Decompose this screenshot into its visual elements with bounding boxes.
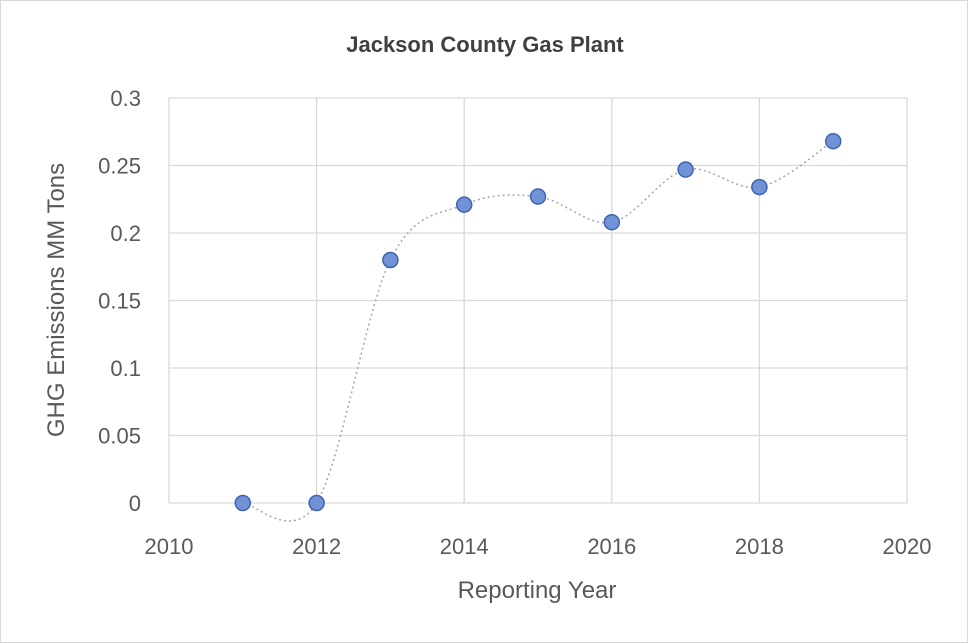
x-axis-label: Reporting Year <box>458 577 617 604</box>
data-point <box>529 188 547 205</box>
x-tick-label: 2010 <box>145 534 194 559</box>
data-point <box>603 213 621 231</box>
trend-line <box>242 140 834 522</box>
x-tick-label: 2012 <box>292 534 341 559</box>
x-tick-label: 2016 <box>587 534 636 559</box>
chart-title: Jackson County Gas Plant <box>346 32 624 57</box>
y-tick-label: 0.05 <box>98 424 141 449</box>
y-tick-label: 0.2 <box>110 221 141 246</box>
y-tick-label: 0.25 <box>98 154 141 179</box>
y-tick-label: 0 <box>129 491 141 516</box>
data-point <box>751 178 768 196</box>
y-tick-label: 0.1 <box>110 356 141 381</box>
data-point <box>234 494 252 512</box>
x-tick-label: 2020 <box>883 534 932 559</box>
x-tick-label: 2018 <box>735 534 784 559</box>
data-point <box>382 251 399 269</box>
tick-layer: 2010 2012 2014 2016 2018 2020 0 0.05 0.1 0.15 0.2 0… <box>98 86 931 559</box>
data-point <box>824 132 842 150</box>
x-tick-label: 2014 <box>440 534 489 559</box>
data-point <box>308 494 325 512</box>
y-tick-label: 0.15 <box>98 289 141 314</box>
marker-layer <box>234 132 842 512</box>
y-axis-label: GHG Emissions MM Tons <box>43 163 70 437</box>
data-point <box>677 161 694 178</box>
data-point <box>455 196 473 213</box>
y-tick-label: 0.3 <box>110 86 141 111</box>
grid-layer <box>168 97 908 504</box>
